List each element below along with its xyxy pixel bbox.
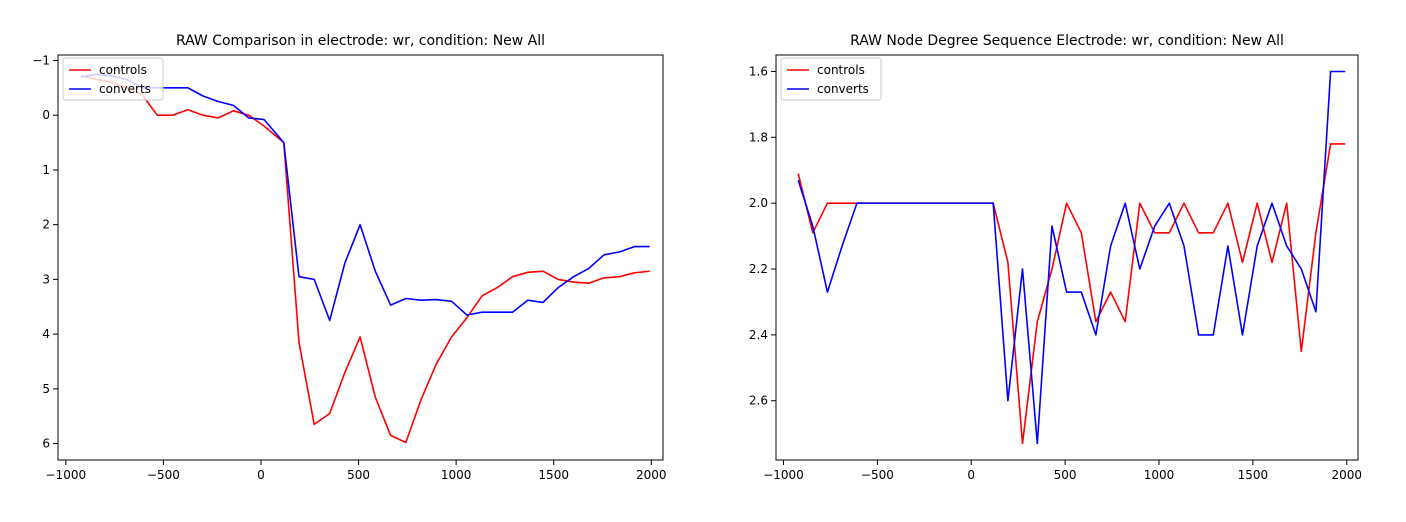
x-tick-label: 1500 xyxy=(1238,468,1269,482)
plot-frame xyxy=(57,54,664,461)
y-tick-label: 1.6 xyxy=(749,64,768,78)
x-tick-label: −500 xyxy=(861,468,894,482)
y-tick-label: 2.2 xyxy=(749,262,768,276)
x-tick-label: 2000 xyxy=(1331,468,1362,482)
x-tick-label: −500 xyxy=(147,468,180,482)
legend-label-converts: converts xyxy=(817,82,869,96)
legend: controls converts xyxy=(780,57,882,101)
x-tick-label: 0 xyxy=(967,468,975,482)
y-tick-label: 6 xyxy=(42,437,50,451)
y-tick-label: 1 xyxy=(42,163,50,177)
x-tick-label: 2000 xyxy=(636,468,667,482)
y-tick-label: 2.4 xyxy=(749,328,768,342)
x-tick-label: 1000 xyxy=(441,468,472,482)
series-line-controls xyxy=(797,143,1346,445)
y-tick-label: 0 xyxy=(42,108,50,122)
x-tick-label: −1000 xyxy=(46,468,87,482)
legend: controls converts xyxy=(62,57,164,101)
plot-frame xyxy=(775,54,1359,461)
y-tick-label: 2.0 xyxy=(749,196,768,210)
chart-1: RAW Comparison in electrode: wr, conditi… xyxy=(32,33,666,482)
legend-label-controls: controls xyxy=(817,63,865,77)
y-tick-label: −1 xyxy=(32,53,50,67)
chart-title: RAW Comparison in electrode: wr, conditi… xyxy=(176,33,545,49)
chart-title: RAW Node Degree Sequence Electrode: wr, … xyxy=(850,33,1284,49)
chart-2: RAW Node Degree Sequence Electrode: wr, … xyxy=(749,33,1362,482)
y-tick-label: 1.8 xyxy=(749,130,768,144)
x-tick-label: 500 xyxy=(1054,468,1077,482)
series-line-controls xyxy=(80,75,650,444)
x-tick-label: 0 xyxy=(257,468,265,482)
x-tick-label: 1500 xyxy=(538,468,569,482)
x-tick-label: −1000 xyxy=(763,468,804,482)
x-tick-label: 1000 xyxy=(1144,468,1175,482)
y-tick-label: 4 xyxy=(42,327,50,341)
series-line-converts xyxy=(797,70,1346,445)
y-tick-label: 2 xyxy=(42,218,50,232)
legend-label-controls: controls xyxy=(99,63,147,77)
legend-label-converts: converts xyxy=(99,82,151,96)
series-line-converts xyxy=(80,73,650,322)
x-tick-label: 500 xyxy=(347,468,370,482)
y-tick-label: 5 xyxy=(42,382,50,396)
y-tick-label: 2.6 xyxy=(749,394,768,408)
y-tick-label: 3 xyxy=(42,272,50,286)
